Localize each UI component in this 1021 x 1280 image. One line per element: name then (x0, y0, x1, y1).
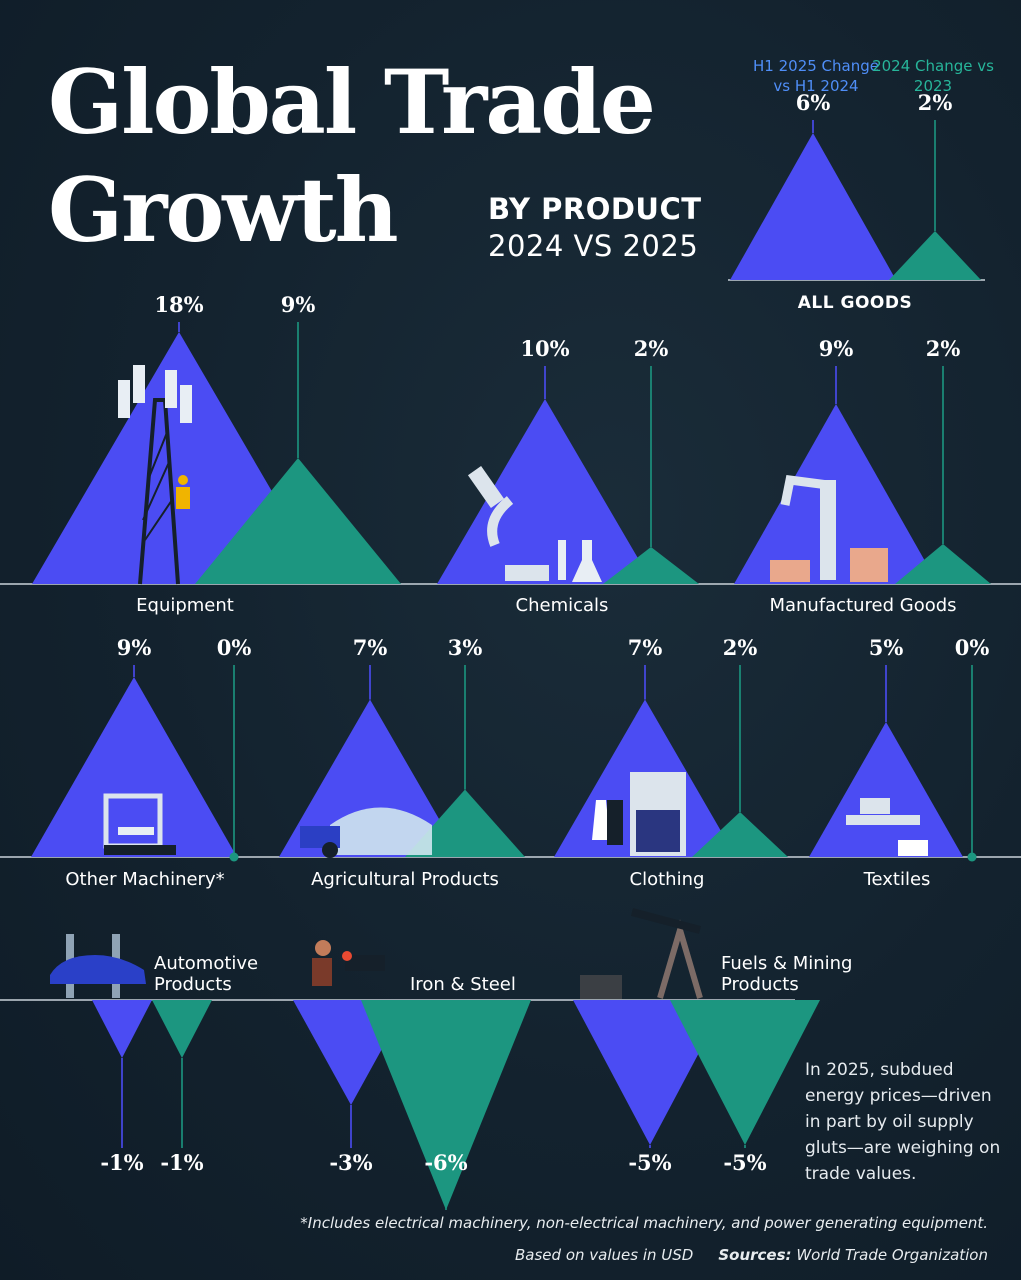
category-label-all-goods: ALL GOODS (797, 293, 913, 313)
microscope-icon (467, 466, 602, 582)
value-label-2024-clothing: 2% (723, 635, 758, 660)
triangle-2024-all-goods (889, 231, 981, 280)
value-label-2024-textiles: 0% (955, 635, 990, 660)
category-label-chemicals: Chemicals (515, 595, 609, 616)
value-label-h1-2025-automotive-products: -1% (100, 1150, 143, 1175)
cell-tower-icon (118, 365, 192, 585)
triangle-2024-clothing (692, 812, 788, 857)
printer-3d-icon (103, 793, 176, 855)
sources-value: World Trade Organization (796, 1246, 988, 1264)
basis-note: Based on values in USD (515, 1246, 694, 1264)
value-label-2024-iron-steel: -6% (424, 1150, 467, 1175)
value-label-h1-2025-agricultural-products: 7% (353, 635, 388, 660)
category-label-textiles: Textiles (863, 869, 931, 890)
value-label-h1-2025-textiles: 5% (869, 635, 904, 660)
triangle-h1-2025-all-goods (730, 133, 896, 280)
footnote: *Includes electrical machinery, non-elec… (300, 1214, 988, 1232)
sources-label: Sources: (718, 1246, 792, 1264)
subtitle-by-product: BY PRODUCT (488, 192, 702, 226)
value-label-2024-chemicals: 2% (634, 336, 669, 361)
value-label-h1-2025-chemicals: 10% (520, 336, 569, 361)
triangle-2024-manufactured-goods (895, 544, 991, 584)
energy-note: In 2025, subdued energy prices—driven in… (805, 1060, 1001, 1184)
category-label-agricultural-products: Agricultural Products (311, 869, 499, 890)
value-label-2024-automotive-products: -1% (160, 1150, 203, 1175)
subtitle-years: 2024 VS 2025 (488, 229, 699, 263)
triangle-2024-agricultural-products (405, 789, 525, 857)
category-label-iron-steel: Iron & Steel (410, 974, 516, 995)
value-label-h1-2025-iron-steel: -3% (329, 1150, 372, 1175)
triangle-h1-2025-fuels-mining-products (573, 1000, 727, 1145)
category-label-clothing: Clothing (629, 869, 705, 890)
triangle-2024-equipment (195, 458, 401, 584)
steel-worker-icon (312, 940, 385, 986)
robot-arm-icon (770, 474, 888, 582)
value-label-h1-2025-other-machinery: 9% (117, 635, 152, 660)
legend-2024: 2024 Change vs 2023 (872, 57, 994, 95)
value-label-2024-agricultural-products: 3% (448, 635, 483, 660)
legend-h1-2025: H1 2025 Change vs H1 2024 (753, 57, 879, 95)
triangle-h1-2025-chemicals (437, 399, 653, 584)
title-line-1: Global Trade (48, 50, 656, 154)
triangle-h1-2025-textiles (809, 722, 963, 857)
value-label-h1-2025-fuels-mining-products: -5% (628, 1150, 671, 1175)
category-label-fuels-mining: Fuels & Mining Products (721, 953, 853, 995)
value-label-h1-2025-all-goods: 6% (796, 90, 831, 115)
triangle-h1-2025-other-machinery (31, 677, 237, 857)
title-line-2: Growth (48, 158, 399, 262)
category-label-equipment: Equipment (136, 595, 234, 616)
value-label-h1-2025-clothing: 7% (628, 635, 663, 660)
triangle-h1-2025-automotive-products (92, 1000, 152, 1058)
value-label-2024-other-machinery: 0% (217, 635, 252, 660)
oil-pump-icon (580, 908, 703, 999)
sewing-machine-icon (846, 798, 928, 856)
value-label-h1-2025-equipment: 18% (154, 292, 203, 317)
triangle-2024-iron-steel (361, 1000, 531, 1210)
category-label-other-machinery: Other Machinery* (65, 869, 225, 890)
sources-note: Sources: World Trade Organization (718, 1246, 988, 1264)
value-label-2024-all-goods: 2% (918, 90, 953, 115)
triangle-2024-automotive-products (152, 1000, 212, 1058)
car-lift-icon (50, 934, 146, 998)
clothing-rack-icon (592, 772, 686, 856)
value-label-2024-equipment: 9% (281, 292, 316, 317)
greenhouse-tractor-icon (300, 807, 432, 858)
value-label-2024-manufactured-goods: 2% (926, 336, 961, 361)
triangle-2024-chemicals (603, 547, 699, 584)
value-label-2024-fuels-mining-products: -5% (723, 1150, 766, 1175)
value-label-h1-2025-manufactured-goods: 9% (819, 336, 854, 361)
category-label-automotive-products: Automotive Products (154, 953, 259, 995)
category-label-manufactured-goods: Manufactured Goods (769, 595, 957, 616)
triangle-2024-fuels-mining-products (670, 1000, 820, 1145)
